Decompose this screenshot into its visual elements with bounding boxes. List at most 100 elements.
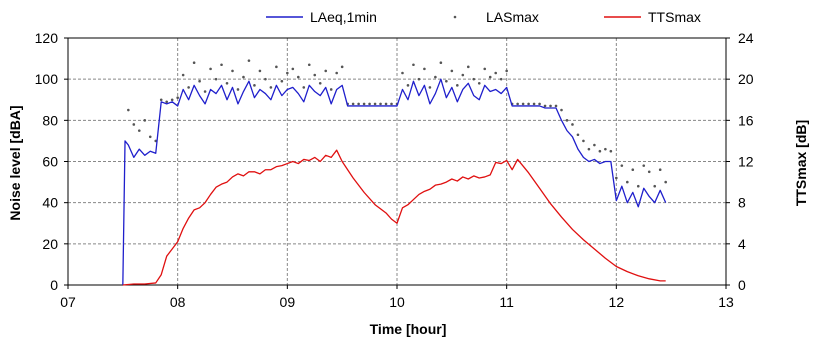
y2-tick-label: 20 — [738, 71, 754, 87]
y2-axis-ticks: 0 4 8 12 16 20 24 — [726, 30, 754, 293]
lasmax-point — [505, 69, 508, 73]
lasmax-point — [264, 77, 267, 81]
x-tick-label: 11 — [499, 294, 514, 310]
lasmax-point — [225, 81, 229, 85]
y-tick-label: 40 — [42, 195, 58, 211]
lasmax-point — [439, 61, 443, 64]
lasmax-point — [434, 75, 437, 79]
lasmax-point — [275, 65, 278, 69]
lasmax-point — [664, 180, 667, 184]
lasmax-point — [329, 88, 333, 91]
lasmax-point — [368, 102, 371, 106]
lasmax-point — [384, 102, 388, 106]
legend: LAeq,1min LASmax TTSmax — [266, 9, 701, 25]
x-axis-ticks: 07 08 09 10 11 12 13 — [60, 285, 734, 310]
x-tick-label: 12 — [609, 294, 625, 310]
series-laeq-line — [122, 78, 667, 286]
lasmax-point — [242, 75, 245, 79]
gridlines — [68, 38, 726, 285]
y-tick-label: 60 — [42, 154, 58, 170]
lasmax-point — [209, 67, 212, 71]
lasmax-point — [220, 63, 223, 67]
lasmax-point — [626, 180, 629, 184]
lasmax-point — [143, 119, 147, 122]
lasmax-point — [159, 98, 163, 102]
lasmax-point — [302, 86, 306, 89]
lasmax-point — [456, 84, 459, 87]
lasmax-point — [521, 102, 525, 106]
lasmax-point — [214, 77, 218, 81]
x-tick-label: 13 — [718, 294, 734, 310]
y2-tick-label: 16 — [738, 112, 754, 128]
lasmax-point — [538, 102, 541, 106]
lasmax-point — [132, 123, 136, 126]
lasmax-point — [165, 100, 168, 104]
lasmax-point — [373, 102, 377, 106]
lasmax-point — [604, 147, 607, 151]
lasmax-point — [286, 71, 289, 75]
series-layer — [122, 59, 667, 286]
lasmax-point — [483, 67, 487, 71]
series-tts-line — [122, 149, 666, 286]
x-axis-title: Time [hour] — [370, 321, 447, 337]
lasmax-point — [620, 164, 624, 167]
y-axis-title: Noise level [dBA] — [7, 105, 23, 220]
y-tick-label: 0 — [50, 277, 58, 293]
lasmax-point — [461, 73, 465, 77]
lasmax-point — [609, 149, 613, 153]
lasmax-point — [417, 77, 421, 81]
lasmax-point — [647, 170, 651, 174]
lasmax-point — [472, 77, 476, 81]
lasmax-point — [658, 168, 662, 172]
legend-label-lasmax: LASmax — [486, 9, 539, 25]
lasmax-point — [423, 67, 426, 71]
lasmax-point — [198, 79, 201, 83]
lasmax-point — [406, 84, 410, 87]
lasmax-point — [176, 96, 179, 99]
lasmax-point — [653, 184, 657, 188]
x-tick-label: 08 — [170, 294, 186, 310]
lasmax-point — [280, 79, 284, 83]
lasmax-point — [236, 88, 240, 91]
lasmax-point — [450, 69, 454, 73]
lasmax-point — [253, 84, 256, 87]
lasmax-point — [642, 164, 646, 167]
lasmax-point — [554, 104, 558, 108]
x-tick-label: 07 — [60, 294, 76, 310]
lasmax-point — [148, 135, 152, 139]
lasmax-point — [466, 65, 470, 69]
lasmax-point — [560, 108, 563, 112]
lasmax-point — [598, 149, 602, 153]
lasmax-point — [516, 102, 519, 106]
legend-swatch-lasmax — [453, 15, 457, 19]
lasmax-point — [587, 147, 591, 151]
lasmax-point — [445, 79, 448, 83]
lasmax-point — [351, 102, 355, 106]
lasmax-point — [340, 65, 344, 69]
x-tick-label: 10 — [389, 294, 405, 310]
lasmax-point — [127, 108, 130, 112]
lasmax-point — [477, 81, 481, 85]
lasmax-point — [181, 73, 185, 77]
series-lasmax — [127, 59, 667, 188]
legend-label-laeq: LAeq,1min — [310, 9, 377, 25]
lasmax-point — [335, 71, 338, 75]
lasmax-point — [401, 71, 404, 75]
lasmax-point — [318, 81, 322, 85]
lasmax-point — [231, 69, 234, 73]
legend-label-tts: TTSmax — [648, 9, 701, 25]
lasmax-point — [576, 133, 580, 137]
y2-tick-label: 24 — [738, 30, 754, 46]
lasmax-point — [615, 176, 618, 180]
lasmax-point — [428, 86, 432, 89]
y-tick-label: 120 — [35, 30, 59, 46]
lasmax-point — [571, 123, 574, 126]
lasmax-point — [137, 129, 141, 132]
lasmax-point — [170, 98, 174, 102]
lasmax-point — [532, 102, 536, 106]
lasmax-point — [203, 90, 207, 93]
y2-axis-title: TTSmax [dB] — [793, 120, 809, 206]
lasmax-point — [258, 69, 262, 73]
y2-tick-label: 8 — [738, 195, 746, 211]
